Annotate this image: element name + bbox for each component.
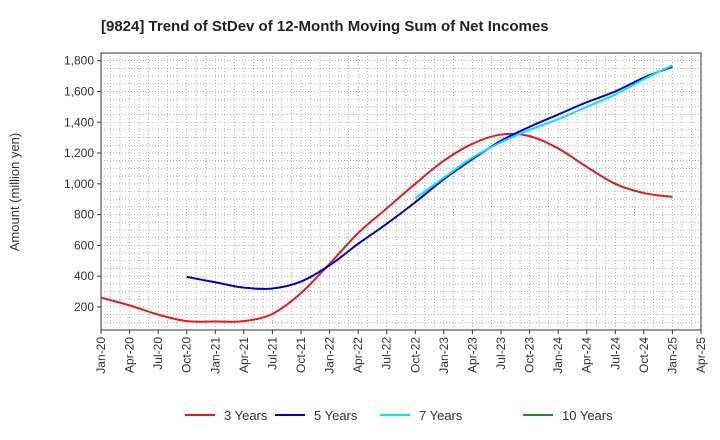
legend-label-3-years: 3 Years xyxy=(224,408,268,423)
x-tick-label: Jul-22 xyxy=(380,337,394,370)
y-tick-label: 1,000 xyxy=(64,177,94,191)
x-tick-label: Oct-24 xyxy=(637,337,651,373)
y-tick-label: 1,600 xyxy=(64,84,94,98)
y-tick-label: 1,400 xyxy=(64,115,94,129)
x-tick-label: Jul-24 xyxy=(608,337,622,370)
x-tick-label: Jan-24 xyxy=(551,337,565,374)
series-line-7-years xyxy=(414,64,673,200)
y-tick-label: 400 xyxy=(74,269,94,283)
chart-title: [9824] Trend of StDev of 12-Month Moving… xyxy=(101,18,549,35)
x-tick-label: Jul-23 xyxy=(494,337,508,370)
legend: 3 Years 5 Years 7 Years 10 Years xyxy=(185,408,613,423)
legend-label-10-years: 10 Years xyxy=(562,408,613,423)
x-tick-label: Jul-20 xyxy=(151,337,165,370)
x-tick-label: Jan-22 xyxy=(323,337,337,374)
y-axis-label: Amount (million yen) xyxy=(7,133,22,252)
x-tick-label: Apr-20 xyxy=(123,337,137,373)
x-tick-label: Oct-23 xyxy=(523,337,537,373)
x-tick-label: Jan-21 xyxy=(208,337,222,374)
x-tick-label: Apr-25 xyxy=(694,337,708,373)
y-tick-label: 600 xyxy=(74,238,94,252)
x-tick-label: Oct-22 xyxy=(408,337,422,373)
y-tick-label: 200 xyxy=(74,300,94,314)
x-tick-label: Jan-23 xyxy=(437,337,451,374)
x-tick-label: Apr-21 xyxy=(237,337,251,373)
x-tick-label: Oct-21 xyxy=(294,337,308,373)
legend-label-5-years: 5 Years xyxy=(314,408,358,423)
x-tick-label: Jan-25 xyxy=(665,337,679,374)
x-tick-label: Jan-20 xyxy=(94,337,108,374)
y-tick-label: 1,200 xyxy=(64,146,94,160)
legend-label-7-years: 7 Years xyxy=(419,408,463,423)
y-tick-label: 800 xyxy=(74,208,94,222)
y-tick-label: 1,800 xyxy=(64,54,94,68)
x-tick-label: Apr-22 xyxy=(351,337,365,373)
series-line-5-years xyxy=(186,65,673,290)
series-line-3-years xyxy=(100,132,673,323)
x-tick-label: Apr-23 xyxy=(465,337,479,373)
x-tick-label: Apr-24 xyxy=(580,337,594,373)
x-tick-label: Jul-21 xyxy=(265,337,279,370)
plot-area: 200 400 600 800 1,000 1,200 1,400 1,600 1,800 Jan… xyxy=(64,52,708,374)
x-tick-label: Oct-20 xyxy=(180,337,194,373)
